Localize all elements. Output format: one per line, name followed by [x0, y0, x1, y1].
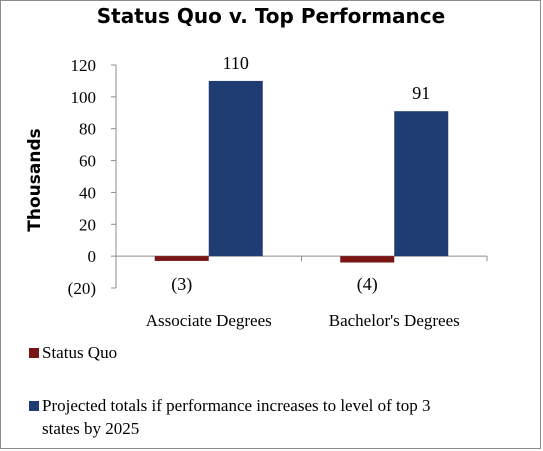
legend-label: Projected totals if performance increase…: [42, 396, 431, 415]
y-axis-label: Thousands: [25, 128, 45, 231]
y-tick-label: 80: [79, 120, 96, 139]
y-tick-label: 40: [79, 183, 96, 202]
bar-projected: [394, 111, 449, 257]
y-tick-label: 60: [79, 152, 96, 171]
data-label-bg: [349, 274, 385, 296]
data-label: 110: [223, 53, 249, 73]
x-category-label: Bachelor's Degrees: [329, 311, 460, 330]
x-category-label: Associate Degrees: [146, 311, 272, 330]
y-tick-label: 100: [71, 88, 97, 107]
y-tick-label: 20: [79, 215, 96, 234]
y-tick-label: 120: [71, 56, 97, 75]
legend-label: states by 2025: [42, 419, 139, 438]
y-tick-label: (20): [68, 279, 96, 298]
bar-status-quo: [154, 256, 209, 261]
data-label: (3): [171, 274, 192, 295]
legend: Status Quo Projected totals if performanc…: [29, 343, 431, 438]
bar-status-quo: [340, 256, 395, 263]
data-label: (4): [357, 274, 378, 295]
data-label-bg: [218, 52, 254, 75]
y-tick-label: 0: [88, 247, 97, 266]
legend-swatch: [29, 401, 39, 411]
data-label-bg: [164, 274, 200, 296]
plot-area: (20) 0 20 40 60 80 100 120 Associate Degrees (3) 1…: [68, 52, 488, 330]
legend-label: Status Quo: [42, 343, 117, 362]
data-label-bg: [408, 83, 435, 106]
data-label: 91: [412, 83, 430, 103]
legend-swatch: [29, 348, 39, 358]
bar-projected: [208, 80, 263, 257]
chart-title: Status Quo v. Top Performance: [97, 4, 445, 28]
